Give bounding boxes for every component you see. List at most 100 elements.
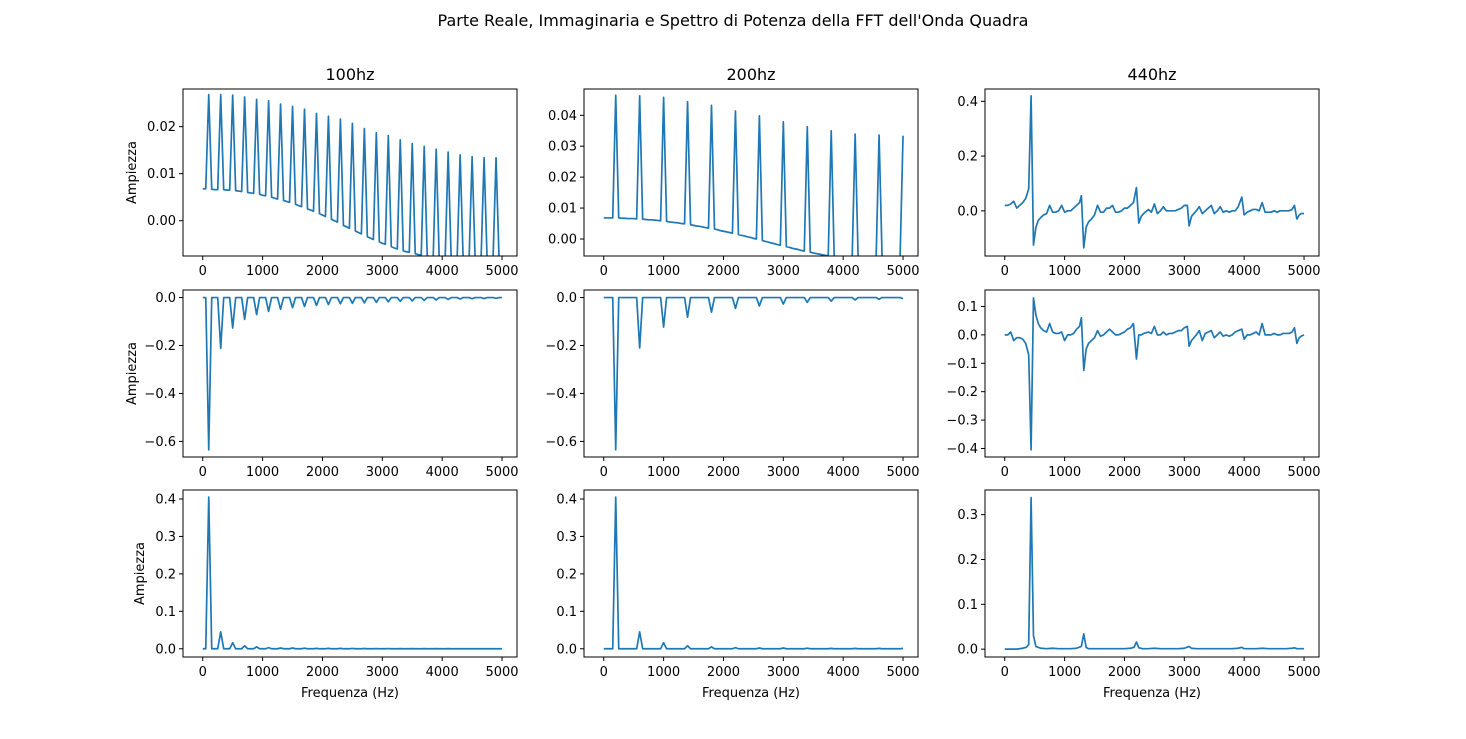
x-tick-label: 1000 bbox=[647, 465, 680, 480]
y-tick-label: −0.4 bbox=[946, 442, 978, 457]
axes-frame bbox=[984, 289, 1320, 458]
axes-frame bbox=[583, 88, 919, 257]
subplot-title: 440hz bbox=[1127, 65, 1176, 84]
y-tick-label: 0.1 bbox=[155, 605, 176, 620]
y-axis-label: Ampiezza bbox=[125, 141, 140, 204]
y-tick-label: 0.0 bbox=[556, 291, 577, 306]
y-tick-label: 0.3 bbox=[155, 530, 176, 545]
x-tick-label: 5000 bbox=[1287, 465, 1320, 480]
y-tick-label: 0.1 bbox=[957, 300, 978, 315]
y-tick-label: 0.02 bbox=[548, 171, 577, 186]
x-tick-label: 4000 bbox=[1228, 465, 1261, 480]
y-tick-label: 0.1 bbox=[957, 598, 978, 613]
x-tick-label: 2000 bbox=[1108, 264, 1141, 279]
y-tick-label: 0.00 bbox=[147, 214, 176, 229]
x-tick-label: 2000 bbox=[707, 264, 740, 279]
series-line bbox=[603, 94, 904, 256]
subplot-real-200hz: 0 1000 2000 3000 4000 5000 0.00 0.01 0.02 0.03 0.0… bbox=[548, 65, 920, 279]
x-tick-label: 0 bbox=[199, 465, 207, 480]
x-tick-label: 3000 bbox=[366, 264, 399, 279]
y-tick-label: 0.03 bbox=[548, 140, 577, 155]
axes-frame bbox=[182, 289, 518, 458]
subplot-title: 100hz bbox=[325, 65, 374, 84]
x-tick-label: 2000 bbox=[306, 465, 339, 480]
x-tick-label: 3000 bbox=[767, 665, 800, 680]
x-tick-label: 4000 bbox=[827, 264, 860, 279]
x-tick-label: 1000 bbox=[647, 665, 680, 680]
y-tick-label: −0.3 bbox=[946, 414, 978, 429]
x-tick-label: 4000 bbox=[426, 665, 459, 680]
x-tick-label: 0 bbox=[600, 264, 608, 279]
y-tick-label: 0.4 bbox=[957, 95, 978, 110]
subplot-real-440hz: 0 1000 2000 3000 4000 5000 0.0 0.2 0.4 440hz bbox=[957, 65, 1320, 279]
y-tick-label: −0.4 bbox=[144, 387, 176, 402]
x-tick-label: 0 bbox=[1001, 264, 1009, 279]
x-tick-label: 0 bbox=[600, 665, 608, 680]
y-tick-label: 0.04 bbox=[548, 109, 577, 124]
series-line bbox=[202, 496, 503, 650]
x-tick-label: 5000 bbox=[485, 665, 518, 680]
x-tick-label: 0 bbox=[199, 264, 207, 279]
y-axis-label: Ampiezza bbox=[125, 342, 140, 405]
x-tick-label: 1000 bbox=[647, 264, 680, 279]
y-tick-label: 0.01 bbox=[147, 167, 176, 182]
series-line bbox=[1004, 297, 1305, 451]
axes-frame bbox=[182, 489, 518, 658]
x-tick-label: 1000 bbox=[246, 264, 279, 279]
x-tick-label: 5000 bbox=[1287, 665, 1320, 680]
y-tick-label: 0.0 bbox=[957, 204, 978, 219]
axes-frame bbox=[583, 289, 919, 458]
x-tick-label: 2000 bbox=[306, 665, 339, 680]
y-tick-label: 0.0 bbox=[155, 291, 176, 306]
y-tick-label: 0.3 bbox=[957, 508, 978, 523]
x-tick-label: 4000 bbox=[426, 465, 459, 480]
y-tick-label: 0.2 bbox=[957, 553, 978, 568]
x-tick-label: 0 bbox=[1001, 665, 1009, 680]
series-line bbox=[1004, 94, 1305, 249]
x-axis-label: Frequenza (Hz) bbox=[301, 686, 399, 701]
x-tick-label: 3000 bbox=[767, 264, 800, 279]
figure-suptitle: Parte Reale, Immaginaria e Spettro di Po… bbox=[437, 11, 1029, 30]
x-tick-label: 0 bbox=[1001, 465, 1009, 480]
y-tick-label: 0.0 bbox=[556, 642, 577, 657]
x-tick-label: 1000 bbox=[1048, 665, 1081, 680]
x-tick-label: 1000 bbox=[246, 465, 279, 480]
x-tick-label: 2000 bbox=[306, 264, 339, 279]
x-axis-label: Frequenza (Hz) bbox=[1103, 686, 1201, 701]
y-tick-label: −0.4 bbox=[545, 387, 577, 402]
y-tick-label: 0.2 bbox=[957, 150, 978, 165]
x-tick-label: 5000 bbox=[886, 465, 919, 480]
y-tick-label: −0.2 bbox=[946, 385, 978, 400]
x-tick-label: 4000 bbox=[827, 465, 860, 480]
subplot-power-100hz: 0 1000 2000 3000 4000 5000 0.0 0.1 0.2 0.3 0.4 Freq… bbox=[133, 489, 519, 701]
x-tick-label: 4000 bbox=[1228, 665, 1261, 680]
x-tick-label: 4000 bbox=[827, 665, 860, 680]
x-tick-label: 4000 bbox=[426, 264, 459, 279]
y-tick-label: −0.1 bbox=[946, 357, 978, 372]
x-tick-label: 3000 bbox=[366, 665, 399, 680]
x-tick-label: 5000 bbox=[1287, 264, 1320, 279]
y-tick-label: 0.01 bbox=[548, 202, 577, 217]
x-tick-label: 1000 bbox=[1048, 264, 1081, 279]
subplot-power-440hz: 0 1000 2000 3000 4000 5000 0.0 0.1 0.2 0.3 Frequen… bbox=[957, 489, 1321, 701]
x-tick-label: 4000 bbox=[1228, 264, 1261, 279]
series-line bbox=[603, 496, 904, 650]
y-tick-label: −0.6 bbox=[144, 435, 176, 450]
subplot-real-100hz: 0 1000 2000 3000 4000 5000 0.00 0.01 0.02 100hz Am… bbox=[125, 65, 519, 279]
series-line bbox=[603, 296, 904, 451]
x-tick-label: 5000 bbox=[886, 264, 919, 279]
subplot-title: 200hz bbox=[726, 65, 775, 84]
x-tick-label: 3000 bbox=[1168, 665, 1201, 680]
x-tick-label: 2000 bbox=[707, 665, 740, 680]
x-tick-label: 2000 bbox=[1108, 465, 1141, 480]
series-line bbox=[202, 93, 500, 256]
x-tick-label: 1000 bbox=[1048, 465, 1081, 480]
subplot-power-200hz: 0 1000 2000 3000 4000 5000 0.0 0.1 0.2 0.3 0.4 Freq… bbox=[556, 489, 920, 701]
x-tick-label: 0 bbox=[600, 465, 608, 480]
x-tick-label: 5000 bbox=[886, 665, 919, 680]
axes-frame bbox=[182, 88, 518, 257]
x-tick-label: 2000 bbox=[707, 465, 740, 480]
x-tick-label: 3000 bbox=[767, 465, 800, 480]
x-tick-label: 2000 bbox=[1108, 665, 1141, 680]
y-tick-label: 0.4 bbox=[155, 492, 176, 507]
